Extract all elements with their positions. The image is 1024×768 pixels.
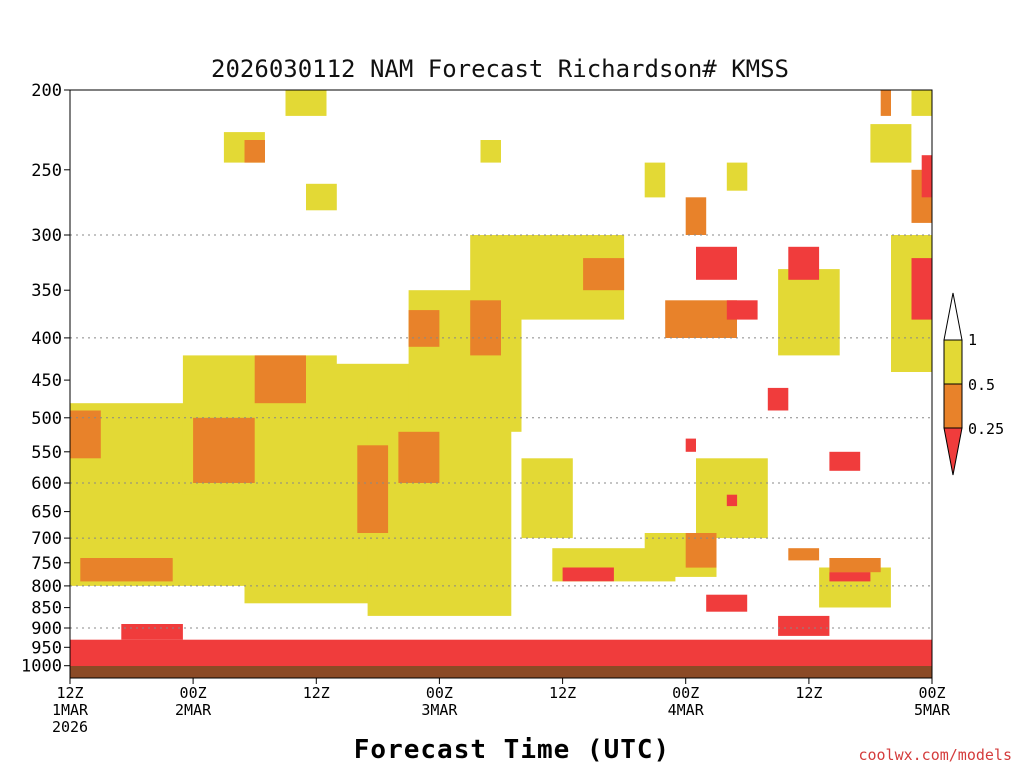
ground-strip <box>70 666 932 678</box>
x-tick-label-1-2: 2MAR <box>175 701 212 719</box>
heatmap-cell-mid-25 <box>357 445 389 533</box>
heatmap-cell-high-3 <box>367 403 512 616</box>
y-tick-label-550: 550 <box>31 443 62 463</box>
heatmap-cell-low-44 <box>911 258 932 320</box>
heatmap-cell-mid-21 <box>70 410 101 459</box>
x-tick-label-6-1: 12Z <box>795 684 822 702</box>
heatmap-cell-mid-36 <box>788 548 820 561</box>
heatmap-cell-mid-37 <box>685 533 717 568</box>
heatmap-cell-low-41 <box>696 246 737 280</box>
heatmap-cell-high-15 <box>306 183 337 211</box>
y-tick-label-700: 700 <box>31 529 62 549</box>
y-axis: 200 250 300 350 400 450 500 550 600 650 700 750 8008… <box>21 81 70 677</box>
x-tick-label-7-1: 00Z <box>918 684 945 702</box>
y-tick-label-750: 750 <box>31 554 62 574</box>
plot-frame <box>69 89 933 679</box>
y-tick-label-800: 800 <box>31 577 62 597</box>
heatmap-cell-low-46 <box>685 438 696 452</box>
x-tick-label-0-1: 12Z <box>56 684 83 702</box>
y-tick-label-1000: 1000 <box>21 657 62 677</box>
heatmap-cell-low-45 <box>829 451 861 471</box>
y-tick-label-200: 200 <box>31 81 62 101</box>
x-tick-label-7-2: 5MAR <box>914 701 951 719</box>
x-tick-label-4-1: 12Z <box>549 684 576 702</box>
legend-bin-0.5-1 <box>943 339 963 385</box>
heatmap-cell-low-43 <box>788 246 820 280</box>
heatmap-cell-low-48 <box>921 155 932 198</box>
heatmap-cell-mid-28 <box>470 300 501 356</box>
heatmap-cell-low-47 <box>726 494 738 507</box>
heatmap-cell-mid-32 <box>829 558 881 573</box>
heatmap-cell-mid-26 <box>398 431 440 483</box>
heatmap-cell-high-19 <box>726 162 748 191</box>
heatmap-cell-mid-29 <box>583 258 625 291</box>
x-tick-label-0-3: 2026 <box>52 718 88 736</box>
legend-label-0.25: 0.25 <box>968 420 1004 438</box>
chart-title: 2026030112 NAM Forecast Richardson# KMSS <box>211 55 789 83</box>
heatmap-cell-low-50 <box>706 594 748 612</box>
heatmap-cell-high-13 <box>285 90 327 116</box>
heatmap-cell-mid-35 <box>880 90 891 116</box>
y-tick-label-450: 450 <box>31 371 62 391</box>
color-legend: 1 0.5 0.25 <box>943 292 1004 476</box>
y-tick-label-950: 950 <box>31 638 62 658</box>
x-tick-label-1-1: 00Z <box>180 684 207 702</box>
heatmap-cell-high-17 <box>911 90 932 116</box>
heatmap-cell-low-49 <box>829 572 871 582</box>
heatmap-cells <box>70 90 932 678</box>
heatmap-cell-high-6 <box>521 458 573 539</box>
heatmap-cell-mid-27 <box>408 310 440 347</box>
heatmap-cell-high-16 <box>870 124 912 163</box>
y-tick-label-250: 250 <box>31 161 62 181</box>
heatmap-cell-low-51 <box>778 615 830 636</box>
heatmap-cell-low-40 <box>562 567 614 582</box>
heatmap-cell-low-52 <box>767 387 789 411</box>
heatmap-cell-high-20 <box>480 140 501 163</box>
heatmap-cell-mid-30 <box>665 300 737 338</box>
y-tick-label-350: 350 <box>31 281 62 301</box>
x-axis-label: Forecast Time (UTC) <box>354 735 670 765</box>
legend-bin-0.25-0.5 <box>943 383 963 429</box>
x-tick-label-5-2: 4MAR <box>668 701 705 719</box>
x-tick-label-3-2: 3MAR <box>421 701 458 719</box>
heatmap-cell-high-10 <box>778 269 840 356</box>
y-tick-label-400: 400 <box>31 329 62 349</box>
y-tick-label-300: 300 <box>31 226 62 246</box>
heatmap-cell-low-39 <box>121 624 183 640</box>
heatmap-cell-mid-22 <box>80 558 173 582</box>
y-tick-label-850: 850 <box>31 599 62 619</box>
y-tick-label-500: 500 <box>31 409 62 429</box>
heatmap-cell-mid-34 <box>244 140 265 163</box>
y-tick-label-900: 900 <box>31 619 62 639</box>
y-tick-label-650: 650 <box>31 503 62 523</box>
heatmap-cell-mid-23 <box>193 417 255 483</box>
heatmap-cell-low-42 <box>726 300 758 320</box>
x-tick-label-0-2: 1MAR <box>52 701 89 719</box>
x-tick-label-5-1: 00Z <box>672 684 699 702</box>
heatmap-cell-mid-24 <box>254 355 306 404</box>
x-tick-label-3-1: 00Z <box>426 684 453 702</box>
legend-label-1: 1 <box>968 331 977 349</box>
heatmap-cell-mid-31 <box>685 197 707 235</box>
y-tick-label-600: 600 <box>31 474 62 494</box>
legend-label-0.5: 0.5 <box>968 376 995 394</box>
legend-bin-below-0.25 <box>943 427 963 476</box>
x-tick-label-2-1: 12Z <box>303 684 330 702</box>
heatmap-cell-high-18 <box>644 162 666 198</box>
credit-text: coolwx.com/models <box>858 746 1012 764</box>
